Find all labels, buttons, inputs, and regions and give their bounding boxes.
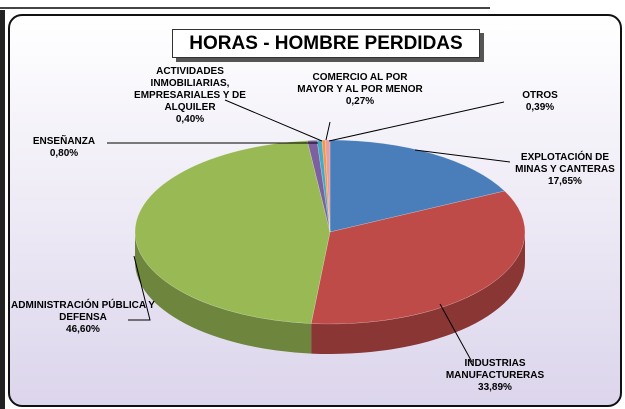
chart (107, 99, 526, 363)
leader-line (224, 99, 323, 142)
value-label: 0,40% (175, 114, 205, 125)
value-label: 17,65% (548, 176, 582, 187)
category-label: INDUSTRIAS MANUFACTURERAS (445, 358, 545, 381)
left-bar (0, 10, 5, 409)
data-label: INDUSTRIAS MANUFACTURERAS 33,89% (430, 358, 560, 394)
category-label: EXPLOTACIÓN DE MINAS Y CANTERAS (515, 152, 615, 175)
value-label: 0,39% (525, 102, 555, 113)
slice (306, 139, 331, 233)
slice (134, 140, 331, 324)
category-label: ADMINISTRACIÓN PÚBLICA Y DEFENSA (11, 300, 155, 323)
slice-side (135, 232, 312, 354)
leader-line (128, 255, 151, 321)
leader-line (325, 121, 331, 141)
chart-title: HORAS - HOMBRE PERDIDAS (172, 29, 480, 58)
data-label: ENSEÑANZA 0,80% (14, 136, 114, 160)
top-rule (0, 7, 490, 9)
chart-panel: HORAS - HOMBRE PERDIDAS EXPLOTACIÓN DE M… (8, 14, 622, 407)
leader-line (328, 101, 505, 142)
slice (324, 139, 331, 233)
data-label: EXPLOTACIÓN DE MINAS Y CANTERAS 17,65% (505, 152, 620, 188)
data-label: OTROS 0,39% (495, 90, 585, 114)
category-label: COMERCIO AL POR MAYOR Y AL POR MENOR (297, 72, 423, 95)
slice (329, 139, 506, 233)
value-label: 0,80% (49, 148, 79, 159)
slice (321, 139, 331, 233)
category-label: ACTIVIDADES INMOBILIARIAS, EMPRESARIALES… (134, 66, 246, 113)
leader-line (414, 149, 511, 163)
value-label: 33,89% (478, 382, 512, 393)
category-label: ENSEÑANZA (32, 136, 96, 147)
category-label: OTROS (522, 90, 558, 101)
value-label: 0,27% (345, 96, 375, 107)
data-label: ACTIVIDADES INMOBILIARIAS, EMPRESARIALES… (120, 66, 260, 126)
data-label: ADMINISTRACIÓN PÚBLICA Y DEFENSA 46,60% (10, 300, 158, 336)
leader-line (439, 303, 473, 363)
value-label: 46,60% (66, 324, 100, 335)
slice (310, 190, 526, 325)
slice-side (311, 232, 525, 354)
data-label: COMERCIO AL POR MAYOR Y AL POR MENOR 0,27… (295, 72, 425, 108)
